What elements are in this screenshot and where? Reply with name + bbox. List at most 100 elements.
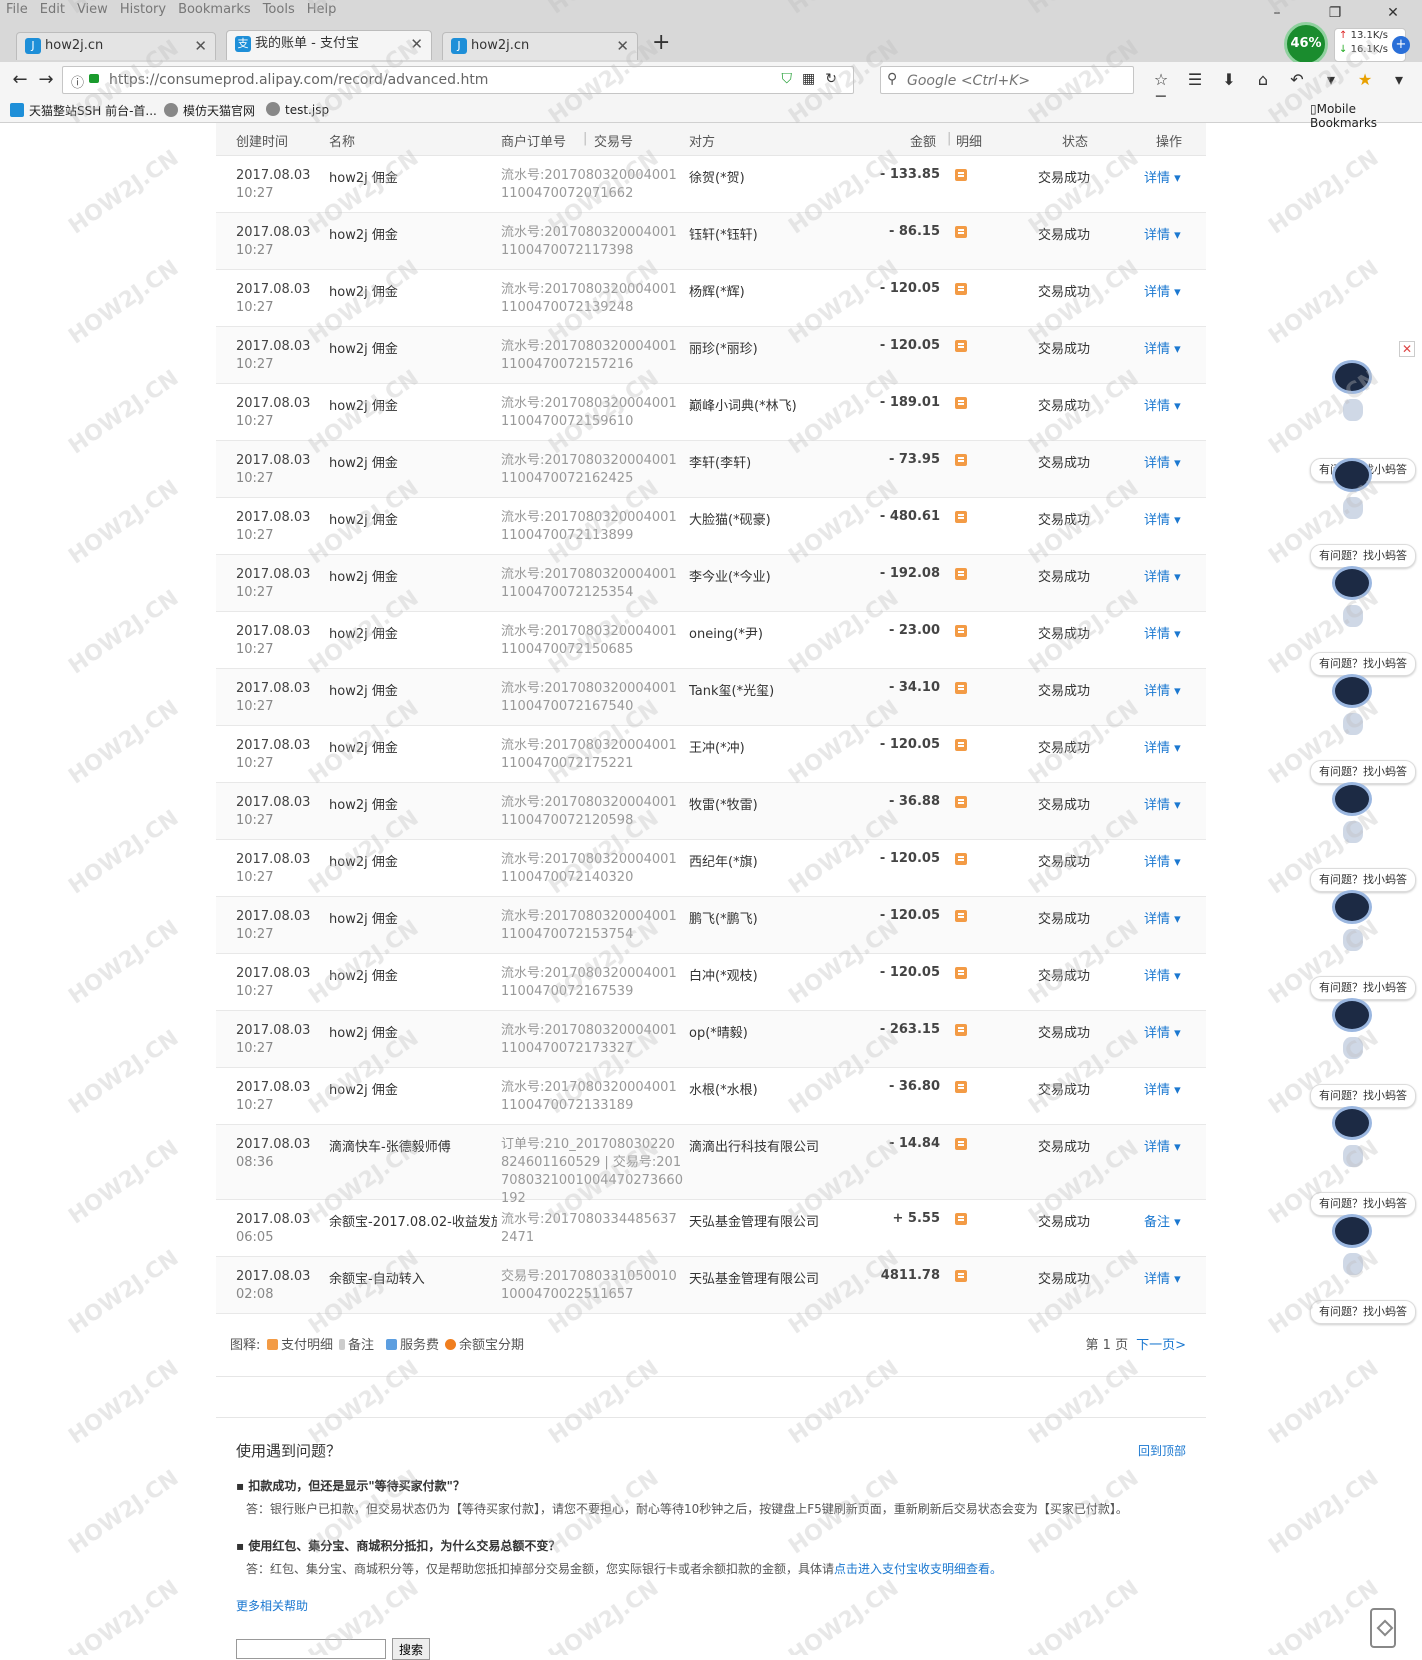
- dropdown-icon[interactable]: ▾: [1394, 70, 1404, 89]
- next-page-link[interactable]: 下一页>: [1136, 1338, 1186, 1353]
- home-icon[interactable]: ⌂: [1257, 70, 1269, 89]
- table-row: 2017.08.03 02:08 余额宝-自动转入 交易号:2017080331050…: [216, 1257, 1206, 1314]
- download-icon[interactable]: ⬇: [1222, 70, 1236, 89]
- minimize-icon[interactable]: –: [1273, 5, 1281, 21]
- forward-icon[interactable]: →: [38, 69, 54, 90]
- assistant-close-icon[interactable]: ✕: [1399, 341, 1415, 357]
- row-detail-link[interactable]: 详情 ▾: [1144, 969, 1181, 984]
- shield-icon[interactable]: ⛉: [781, 71, 803, 87]
- assistant-bubble[interactable]: 有问题？找小蚂答: [1310, 1084, 1416, 1108]
- row-detail-link[interactable]: 详情 ▾: [1144, 1272, 1181, 1287]
- back-to-top-link[interactable]: 回到顶部: [1137, 1444, 1186, 1458]
- row-detail-link[interactable]: 详情 ▾: [1144, 798, 1181, 813]
- row-detail-link[interactable]: 备注 ▾: [1144, 1215, 1181, 1230]
- row-detail-link[interactable]: 详情 ▾: [1144, 1083, 1181, 1098]
- row-detail-link[interactable]: 详情 ▾: [1144, 171, 1181, 186]
- tab-alipay[interactable]: 支 我的账单 - 支付宝 ✕: [226, 30, 432, 60]
- menu-help[interactable]: Help: [306, 2, 337, 17]
- assistant-bubble[interactable]: 有问题？找小蚂答: [1310, 1300, 1416, 1324]
- payment-detail-icon[interactable]: [955, 739, 967, 751]
- payment-detail-icon[interactable]: [955, 340, 967, 352]
- row-detail-link[interactable]: 详情 ▾: [1144, 570, 1181, 585]
- help-search-input[interactable]: [236, 1639, 386, 1659]
- row-detail-link[interactable]: 详情 ▾: [1144, 285, 1181, 300]
- menu-history[interactable]: History: [119, 2, 167, 17]
- payment-detail-icon[interactable]: [955, 967, 967, 979]
- bookmark-item[interactable]: 模仿天猫官网: [164, 102, 255, 119]
- assistant-bubble[interactable]: 有问题？找小蚂答: [1310, 1192, 1416, 1216]
- close-window-icon[interactable]: ✕: [1387, 5, 1399, 21]
- row-detail-link[interactable]: 详情 ▾: [1144, 1140, 1181, 1155]
- payment-detail-icon[interactable]: [955, 1270, 967, 1282]
- row-detail-link[interactable]: 详情 ▾: [1144, 741, 1181, 756]
- row-detail-link[interactable]: 详情 ▾: [1144, 627, 1181, 642]
- search-box[interactable]: ⚲: [880, 66, 1134, 94]
- payment-detail-icon[interactable]: [955, 511, 967, 523]
- tab-close-icon[interactable]: ✕: [194, 37, 207, 55]
- mobile-bookmarks[interactable]: ▯Mobile Bookmarks: [1310, 102, 1422, 130]
- ant-robot-icon: [1332, 782, 1372, 843]
- back-icon[interactable]: ←: [12, 69, 28, 90]
- menu-view[interactable]: View: [76, 2, 108, 17]
- bookmark-item[interactable]: 天猫整站SSH 前台-首...: [10, 102, 157, 119]
- address-bar[interactable]: ⓘ https://consumeprod.alipay.com/record/…: [62, 66, 854, 94]
- search-input[interactable]: [905, 70, 1129, 92]
- mobile-phone-icon[interactable]: [1370, 1608, 1396, 1648]
- tab-close-icon[interactable]: ✕: [410, 35, 423, 53]
- row-detail-link[interactable]: 详情 ▾: [1144, 912, 1181, 927]
- assistant-bubble[interactable]: 有问题？找小蚂答: [1310, 544, 1416, 568]
- plus-icon[interactable]: +: [1392, 36, 1410, 54]
- assistant-bubble[interactable]: 有问题？找小蚂答: [1310, 868, 1416, 892]
- payment-detail-icon[interactable]: [955, 682, 967, 694]
- payment-detail-icon[interactable]: [955, 1024, 967, 1036]
- row-detail-link[interactable]: 详情 ▾: [1144, 342, 1181, 357]
- payment-detail-icon[interactable]: [955, 796, 967, 808]
- payment-detail-icon[interactable]: [955, 1213, 967, 1225]
- tab-how2j-1[interactable]: J how2j.cn ✕: [16, 32, 216, 60]
- tab-how2j-2[interactable]: J how2j.cn ✕: [442, 32, 638, 60]
- reload-icon[interactable]: ↻: [825, 71, 847, 87]
- new-tab-icon[interactable]: +: [652, 30, 671, 55]
- row-detail-link[interactable]: 详情 ▾: [1144, 228, 1181, 243]
- payment-detail-icon[interactable]: [955, 853, 967, 865]
- restore-icon[interactable]: ❐: [1328, 5, 1342, 21]
- row-detail-link[interactable]: 详情 ▾: [1144, 684, 1181, 699]
- star-icon[interactable]: ☆: [1153, 70, 1169, 89]
- dropdown-icon[interactable]: ▾: [1326, 70, 1336, 89]
- payment-detail-icon[interactable]: [955, 454, 967, 466]
- reader-icon[interactable]: ☰: [1187, 70, 1203, 89]
- row-detail-link[interactable]: 详情 ▾: [1144, 1026, 1181, 1041]
- row-detail-link[interactable]: 详情 ▾: [1144, 855, 1181, 870]
- tab-close-icon[interactable]: ✕: [616, 37, 629, 55]
- payment-detail-icon[interactable]: [955, 169, 967, 181]
- menu-file[interactable]: File: [6, 2, 28, 17]
- payment-detail-icon[interactable]: [955, 1138, 967, 1150]
- assistant-bubble[interactable]: 有问题？找小蚂答: [1310, 652, 1416, 676]
- faq-question: ▪ 扣款成功，但还是显示"等待买家付款"？: [236, 1479, 465, 1493]
- help-search-button[interactable]: 搜索: [392, 1638, 431, 1660]
- row-detail-link[interactable]: 详情 ▾: [1144, 399, 1181, 414]
- payment-detail-icon[interactable]: [955, 910, 967, 922]
- payment-detail-icon[interactable]: [955, 1081, 967, 1093]
- bookmark-item[interactable]: test.jsp: [266, 102, 329, 117]
- time-text: 10:27: [236, 756, 274, 771]
- url-text[interactable]: https://consumeprod.alipay.com/record/ad…: [109, 72, 489, 88]
- undo-icon[interactable]: ↶: [1290, 70, 1304, 89]
- payment-detail-icon[interactable]: [955, 397, 967, 409]
- row-detail-link[interactable]: 详情 ▾: [1144, 456, 1181, 471]
- statement-link[interactable]: 点击进入支付宝收支明细查看。: [834, 1562, 1003, 1576]
- qr-icon[interactable]: ▦: [802, 71, 826, 87]
- payment-detail-icon[interactable]: [955, 283, 967, 295]
- assistant-bubble[interactable]: 有问题？找小蚂答: [1310, 760, 1416, 784]
- assistant-bubble[interactable]: 有问题？找小蚂答: [1310, 976, 1416, 1000]
- more-help-link[interactable]: 更多相关帮助: [236, 1599, 309, 1613]
- info-icon[interactable]: ⓘ: [71, 76, 85, 91]
- row-detail-link[interactable]: 详情 ▾: [1144, 513, 1181, 528]
- payment-detail-icon[interactable]: [955, 625, 967, 637]
- payment-detail-icon[interactable]: [955, 226, 967, 238]
- menu-bookmarks[interactable]: Bookmarks: [178, 2, 251, 17]
- menu-tools[interactable]: Tools: [262, 2, 295, 17]
- extension-icon[interactable]: ★: [1357, 70, 1373, 89]
- menu-edit[interactable]: Edit: [39, 2, 65, 17]
- payment-detail-icon[interactable]: [955, 568, 967, 580]
